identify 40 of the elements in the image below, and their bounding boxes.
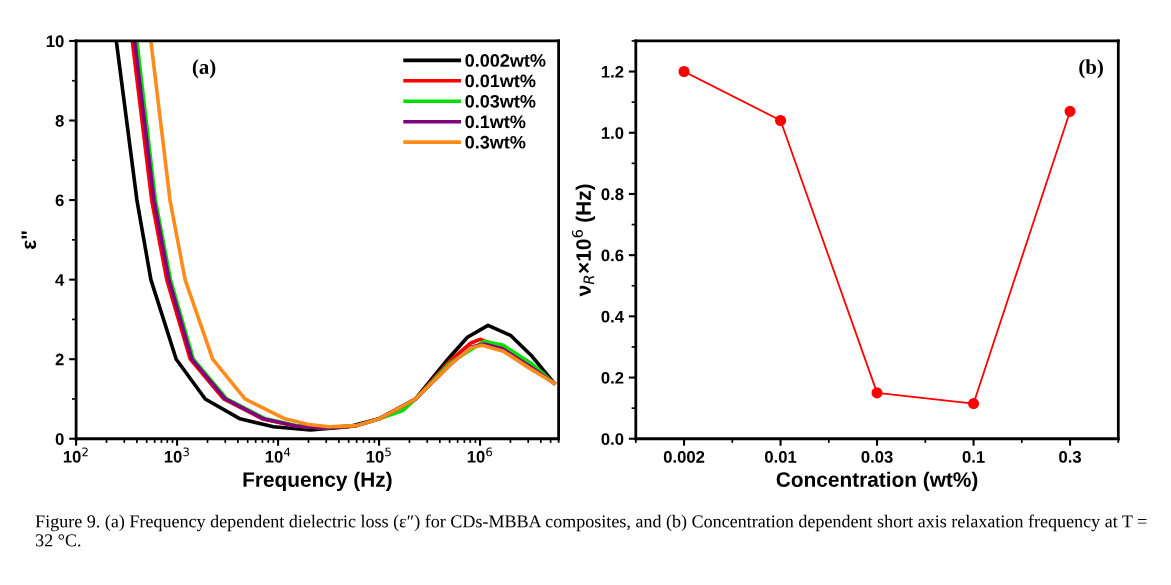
y-tick-label: 0.2 xyxy=(601,371,624,384)
x-tick-label: 0.01 xyxy=(765,451,797,463)
point xyxy=(1064,105,1076,117)
x-tick-label: 10$^{4}$ xyxy=(265,447,291,463)
caption: Figure 9. (a) Frequency dependent dielectric loss (ε″) for CDs-MBBA composites, and (b) Concentration dependent short axis relaxation frequency at T = 32 °C. xyxy=(35,514,1147,547)
y-tick-label: 8 xyxy=(55,114,64,127)
point xyxy=(775,114,787,127)
y-tick-label: 6 xyxy=(55,194,64,207)
x-tick-label: 0.002 xyxy=(663,451,705,463)
legend-label: 0.002wt% xyxy=(465,54,546,67)
y-tick-label: 0.8 xyxy=(601,188,624,201)
x-axis-title: Frequency (Hz) xyxy=(243,471,392,492)
y-tick-label: 0.0 xyxy=(601,433,624,445)
y-tick-label: 4 xyxy=(55,274,65,286)
x-tick-label: 10$^{3}$ xyxy=(164,447,189,463)
legend-label: 0.3wt% xyxy=(465,135,526,149)
x-tick-label: 0.03 xyxy=(861,451,893,463)
legend-label: 0.03wt% xyxy=(465,94,536,108)
x-tick-label: 10$^{6}$ xyxy=(467,447,493,463)
point xyxy=(968,398,980,410)
y-tick-label: 1.0 xyxy=(601,127,624,139)
x-axis-title: Concentration (wt%) xyxy=(776,471,978,492)
legend-label: 0.01wt% xyxy=(465,74,536,88)
point xyxy=(678,65,690,78)
y-tick-label: 2 xyxy=(55,353,64,366)
annotation: (a) xyxy=(192,59,216,79)
y-tick-label: 0.6 xyxy=(601,249,624,262)
y-tick-label: 10 xyxy=(46,35,64,48)
y-tick-label: 0 xyxy=(55,433,64,445)
x-tick-label: 10$^{2}$ xyxy=(63,447,88,463)
x-tick-label: 0.3 xyxy=(1059,451,1082,463)
point xyxy=(871,387,883,399)
legend-label: 0.1wt% xyxy=(465,115,526,129)
y-tick-label: 1.2 xyxy=(601,65,624,78)
y-axis-title: ν$_{R}$×10$^{6}$ (Hz) xyxy=(571,184,596,297)
y-axis-title: ε" xyxy=(21,231,37,249)
y-tick-label: 0.4 xyxy=(601,310,624,323)
annotation: (b) xyxy=(1079,59,1103,79)
x-tick-label: 0.1 xyxy=(962,451,985,463)
x-tick-label: 10$^{5}$ xyxy=(366,447,391,463)
